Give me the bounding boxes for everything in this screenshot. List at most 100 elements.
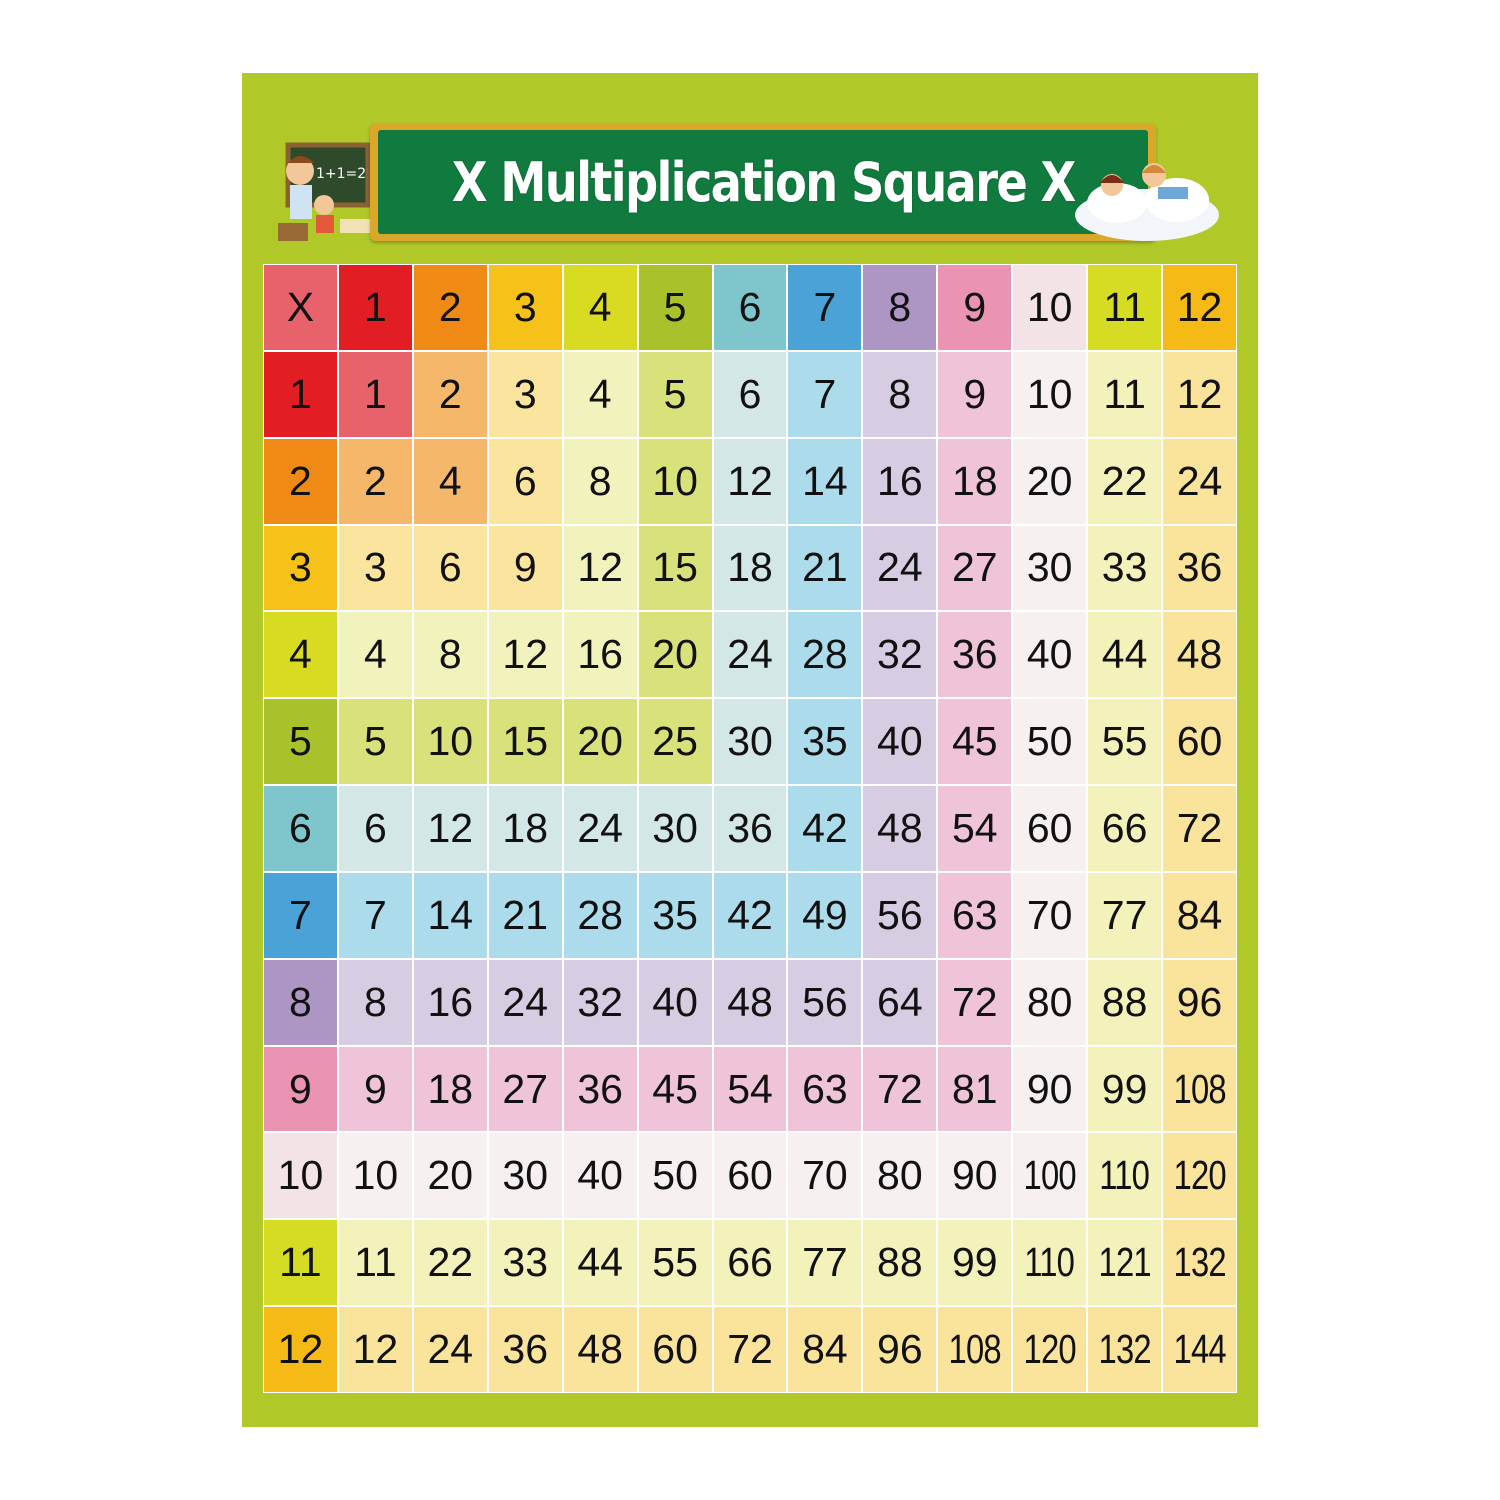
product-cell: 3 (488, 351, 562, 437)
product-cell: 35 (788, 699, 862, 785)
product-cell: 99 (938, 1220, 1012, 1306)
column-header: 5 (638, 265, 712, 350)
product-cell-label: 48 (727, 978, 773, 1025)
column-header-label: 11 (1103, 283, 1146, 330)
product-cell-label: 60 (1026, 804, 1073, 851)
product-cell-label: 42 (802, 804, 848, 851)
product-cell: 22 (413, 1220, 487, 1306)
product-cell-label: 60 (727, 1152, 773, 1199)
column-header: 4 (563, 265, 637, 350)
product-cell: 1 (338, 351, 412, 437)
product-cell-label: 132 (1098, 1326, 1151, 1373)
product-cell-label: 40 (652, 978, 698, 1025)
product-cell-label: 24 (877, 544, 923, 591)
product-cell: 30 (488, 1133, 562, 1219)
product-cell-label: 108 (1173, 1065, 1226, 1112)
product-cell-label: 70 (802, 1152, 848, 1199)
product-cell: 24 (488, 959, 562, 1045)
row-header: 4 (264, 612, 337, 698)
row-header: 3 (264, 525, 337, 611)
product-cell-label: 96 (1176, 978, 1223, 1025)
product-cell-label: 25 (652, 718, 698, 765)
product-cell-label: 4 (438, 457, 462, 504)
product-cell-label: 12 (502, 631, 549, 678)
product-cell: 7 (338, 872, 412, 958)
row-header: 12 (264, 1307, 337, 1392)
product-cell: 96 (863, 1307, 937, 1392)
product-cell-label: 49 (802, 891, 848, 938)
product-cell: 72 (863, 1046, 937, 1132)
product-cell-label: 72 (727, 1326, 773, 1373)
product-cell-label: 16 (427, 978, 474, 1025)
product-cell-label: 45 (652, 1065, 698, 1112)
column-header: 1 (338, 265, 412, 350)
product-cell-label: 55 (652, 1239, 698, 1286)
row-header-label: 12 (277, 1326, 324, 1373)
product-cell-label: 12 (1176, 370, 1223, 417)
product-cell: 24 (413, 1307, 487, 1392)
product-cell: 12 (713, 438, 787, 524)
product-cell-label: 63 (802, 1065, 848, 1112)
product-cell-label: 33 (1101, 544, 1148, 591)
product-cell: 63 (788, 1046, 862, 1132)
product-cell-label: 40 (577, 1152, 623, 1199)
product-cell-label: 7 (813, 370, 837, 417)
column-header-label: 10 (1026, 283, 1073, 330)
product-cell-label: 4 (363, 631, 387, 678)
product-cell-label: 42 (727, 891, 773, 938)
product-cell: 18 (938, 438, 1012, 524)
product-cell-label: 12 (727, 457, 773, 504)
product-cell-label: 3 (363, 544, 387, 591)
title-banner: X Multiplication Square X (370, 123, 1156, 241)
product-cell-label: 48 (577, 1326, 623, 1373)
product-cell: 6 (338, 786, 412, 871)
product-cell: 8 (413, 612, 487, 698)
product-cell-label: 100 (1023, 1152, 1077, 1199)
column-header-label: 4 (588, 283, 612, 330)
product-cell-label: 5 (663, 370, 687, 417)
product-cell: 88 (1088, 959, 1162, 1045)
product-cell: 96 (1163, 959, 1236, 1045)
product-cell: 21 (488, 872, 562, 958)
product-cell-label: 24 (727, 631, 773, 678)
row-header-label: 5 (289, 718, 312, 765)
product-cell-label: 35 (802, 718, 848, 765)
product-cell-label: 18 (502, 804, 549, 851)
product-cell-label: 99 (1101, 1065, 1148, 1112)
row-header-label: 4 (289, 631, 312, 678)
product-cell-label: 84 (802, 1326, 848, 1373)
product-cell-label: 6 (363, 804, 387, 851)
product-cell-label: 9 (363, 1065, 387, 1112)
product-cell-label: 55 (1101, 718, 1148, 765)
product-cell: 60 (713, 1133, 787, 1219)
product-cell: 24 (713, 612, 787, 698)
product-cell-label: 15 (652, 544, 698, 591)
product-cell: 5 (638, 351, 712, 437)
product-cell: 12 (413, 786, 487, 871)
product-cell: 8 (563, 438, 637, 524)
product-cell-label: 88 (1101, 978, 1148, 1025)
row-header: 6 (264, 786, 337, 871)
product-cell-label: 96 (877, 1326, 923, 1373)
product-cell: 40 (863, 699, 937, 785)
column-header: 12 (1163, 265, 1236, 350)
product-cell: 40 (563, 1133, 637, 1219)
product-cell-label: 2 (363, 457, 387, 504)
product-cell-label: 84 (1176, 891, 1223, 938)
product-cell-label: 36 (577, 1065, 623, 1112)
product-cell-label: 14 (427, 891, 474, 938)
product-cell-label: 32 (877, 631, 923, 678)
product-cell-label: 77 (1101, 891, 1148, 938)
column-header: 2 (413, 265, 487, 350)
product-cell-label: 18 (727, 544, 773, 591)
row-header-label: 9 (289, 1065, 312, 1112)
product-cell: 8 (863, 351, 937, 437)
product-cell-label: 9 (963, 370, 987, 417)
product-cell: 32 (863, 612, 937, 698)
product-cell: 36 (563, 1046, 637, 1132)
product-cell: 24 (1163, 438, 1236, 524)
product-cell-label: 50 (1026, 718, 1073, 765)
product-cell: 28 (788, 612, 862, 698)
product-cell: 120 (1163, 1133, 1236, 1219)
product-cell: 48 (863, 786, 937, 871)
